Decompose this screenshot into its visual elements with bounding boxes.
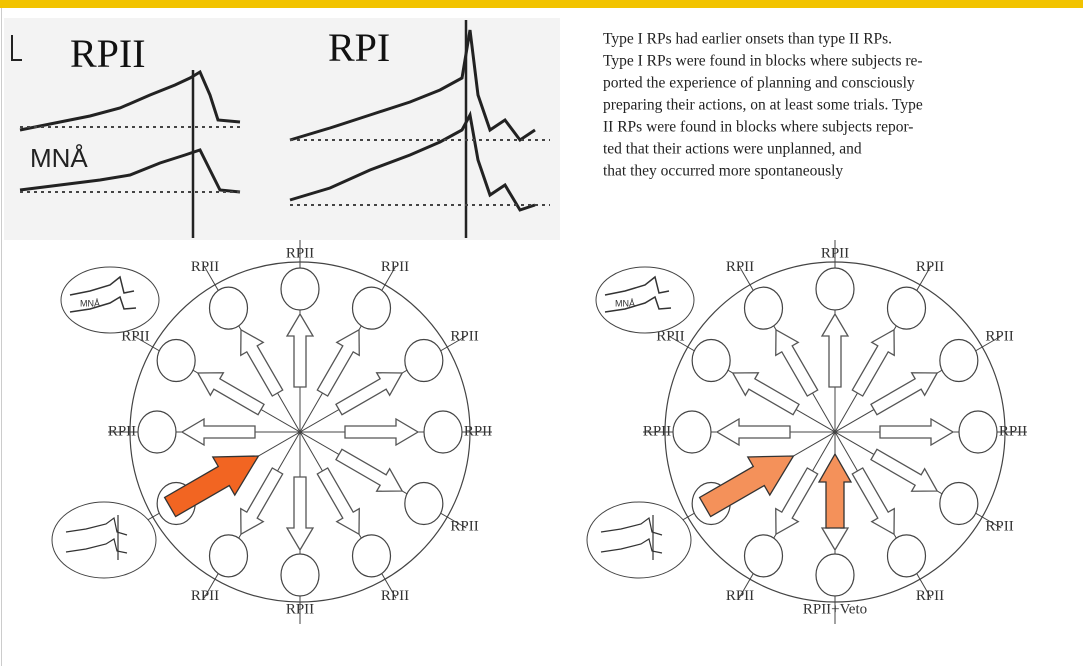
direction-label: RPII (916, 588, 944, 604)
target-circle (815, 553, 855, 597)
arrow (316, 467, 360, 536)
arrow (731, 372, 800, 416)
target-circle (743, 534, 784, 578)
inset (586, 501, 692, 579)
top-band (0, 0, 1083, 8)
direction-label: RPII (726, 259, 754, 275)
direction-label: RPII (191, 588, 219, 604)
paragraph-line: II RPs were found in blocks where subjec… (603, 119, 913, 136)
inset-wave (69, 275, 137, 313)
waveforms (19, 20, 536, 238)
wave-label: MNÅ (30, 143, 88, 173)
target-circle (672, 410, 712, 454)
target-circle (137, 410, 177, 454)
arrow (870, 448, 939, 492)
arrow (851, 467, 895, 536)
arrow (335, 372, 404, 416)
arrow (775, 328, 819, 397)
inset (595, 266, 695, 334)
highlight-arrow (163, 455, 260, 518)
wave-label: RPII (70, 31, 146, 76)
arrow (240, 328, 284, 397)
baselines (20, 126, 550, 206)
target-circle (886, 286, 927, 330)
target-circle (280, 553, 320, 597)
arrow (196, 372, 265, 416)
arrow (316, 328, 360, 397)
paragraph-line: that they occurred more spontaneously (603, 163, 843, 180)
direction-label: RPII (821, 245, 849, 261)
highlight-arrow (817, 452, 853, 529)
target-circle (280, 267, 320, 311)
paragraph-line: Type I RPs were found in blocks where su… (603, 53, 923, 70)
target-circle (958, 410, 998, 454)
target-circle (939, 338, 979, 383)
direction-label: RPII (656, 328, 684, 344)
direction-label: RPII (464, 423, 492, 439)
target-circle (351, 286, 392, 330)
arrow (715, 417, 791, 447)
arrow (851, 328, 895, 397)
target-circle (404, 338, 444, 383)
inset-wave (65, 515, 128, 560)
target-circle (743, 286, 784, 330)
arrow (180, 417, 256, 447)
arrow (285, 476, 315, 552)
direction-label: RPII (985, 518, 1013, 534)
wave-label: RPI (328, 25, 390, 70)
target-circle (939, 481, 979, 526)
direction-label: RPII (999, 423, 1027, 439)
direction-label: RPII (191, 259, 219, 275)
target-circle (423, 410, 463, 454)
paragraph-line: preparing their actions, on at least som… (603, 97, 923, 114)
direction-label: RPII (108, 423, 136, 439)
inset (51, 501, 157, 579)
inset-label: MNÅ (615, 298, 635, 308)
direction-label: RPII+Veto (803, 601, 867, 617)
inset-label: MNÅ (80, 298, 100, 308)
target-circle (208, 534, 249, 578)
arrow (344, 417, 420, 447)
arrow (870, 372, 939, 416)
arrow (285, 312, 315, 388)
direction-label: RPII (916, 259, 944, 275)
target-circle (404, 481, 444, 526)
direction-label: RPII (286, 245, 314, 261)
scale-mark (11, 35, 22, 61)
direction-label: RPII (286, 601, 314, 617)
target-circle (815, 267, 855, 311)
paragraph-line: ted that their actions were unplanned, a… (603, 141, 862, 158)
target-circle (691, 338, 731, 383)
direction-label: RPII (381, 588, 409, 604)
direction-label: RPII (121, 328, 149, 344)
arrow (879, 417, 955, 447)
direction-label: RPII (985, 328, 1013, 344)
inset-wave (604, 275, 672, 313)
arrow (775, 467, 819, 536)
direction-label: RPII (726, 588, 754, 604)
target-circle (208, 286, 249, 330)
direction-label: RPII (643, 423, 671, 439)
target-circle (156, 338, 196, 383)
paragraph-line: Type I RPs had earlier onsets than type … (603, 31, 892, 48)
direction-label: RPII (381, 259, 409, 275)
direction-label: RPII (450, 518, 478, 534)
inset (60, 266, 160, 334)
target-circle (351, 534, 392, 578)
paragraph-line: ported the experience of planning and co… (603, 75, 915, 92)
highlight-arrow (698, 455, 795, 518)
arrow (335, 448, 404, 492)
target-circle (886, 534, 927, 578)
arrow (240, 467, 284, 536)
arrow (820, 312, 850, 388)
direction-label: RPII (450, 328, 478, 344)
inset-wave (600, 515, 663, 560)
